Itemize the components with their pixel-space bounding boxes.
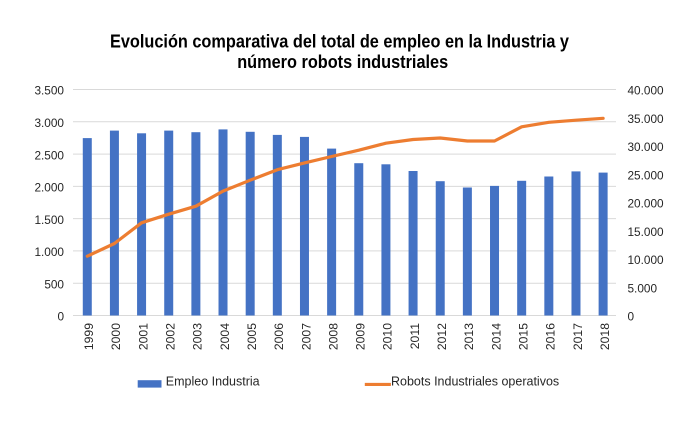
svg-text:Evolución comparativa del tota: Evolución comparativa del total de emple… <box>110 32 569 52</box>
svg-text:2005: 2005 <box>245 323 259 350</box>
svg-text:1.000: 1.000 <box>34 245 64 259</box>
svg-text:30.000: 30.000 <box>628 140 665 154</box>
svg-text:1.500: 1.500 <box>34 213 64 227</box>
svg-text:2018: 2018 <box>598 323 612 350</box>
svg-text:2004: 2004 <box>218 323 232 350</box>
svg-text:Robots Industriales operativos: Robots Industriales operativos <box>391 375 559 389</box>
svg-text:2008: 2008 <box>326 323 340 350</box>
svg-text:2.000: 2.000 <box>34 181 64 195</box>
svg-text:0: 0 <box>628 310 635 324</box>
svg-text:Empleo Industria: Empleo Industria <box>166 375 260 389</box>
svg-text:2013: 2013 <box>462 323 476 350</box>
svg-text:2007: 2007 <box>299 323 313 350</box>
svg-text:0: 0 <box>57 310 64 324</box>
svg-text:15.000: 15.000 <box>628 225 665 239</box>
svg-text:5.000: 5.000 <box>628 281 658 295</box>
svg-text:2.500: 2.500 <box>34 148 64 162</box>
svg-text:2006: 2006 <box>272 323 286 350</box>
svg-text:2002: 2002 <box>164 323 178 350</box>
svg-text:10.000: 10.000 <box>628 253 665 267</box>
svg-text:2001: 2001 <box>136 323 150 350</box>
svg-text:número robots industriales: número robots industriales <box>237 52 448 72</box>
svg-text:2017: 2017 <box>571 323 585 350</box>
svg-text:3.500: 3.500 <box>34 84 64 98</box>
svg-text:35.000: 35.000 <box>628 112 665 126</box>
svg-text:3.000: 3.000 <box>34 116 64 130</box>
svg-text:20.000: 20.000 <box>628 197 665 211</box>
svg-text:2016: 2016 <box>544 323 558 350</box>
svg-text:2012: 2012 <box>435 323 449 350</box>
svg-text:2011: 2011 <box>408 323 422 349</box>
svg-text:2003: 2003 <box>191 323 205 350</box>
svg-text:2000: 2000 <box>109 323 123 350</box>
svg-text:2015: 2015 <box>516 323 530 350</box>
svg-text:1999: 1999 <box>82 323 96 350</box>
svg-text:2014: 2014 <box>489 323 503 350</box>
svg-text:2009: 2009 <box>354 323 368 350</box>
svg-text:500: 500 <box>44 277 64 291</box>
svg-text:2010: 2010 <box>381 323 395 350</box>
svg-text:40.000: 40.000 <box>628 84 665 98</box>
svg-text:25.000: 25.000 <box>628 168 665 182</box>
